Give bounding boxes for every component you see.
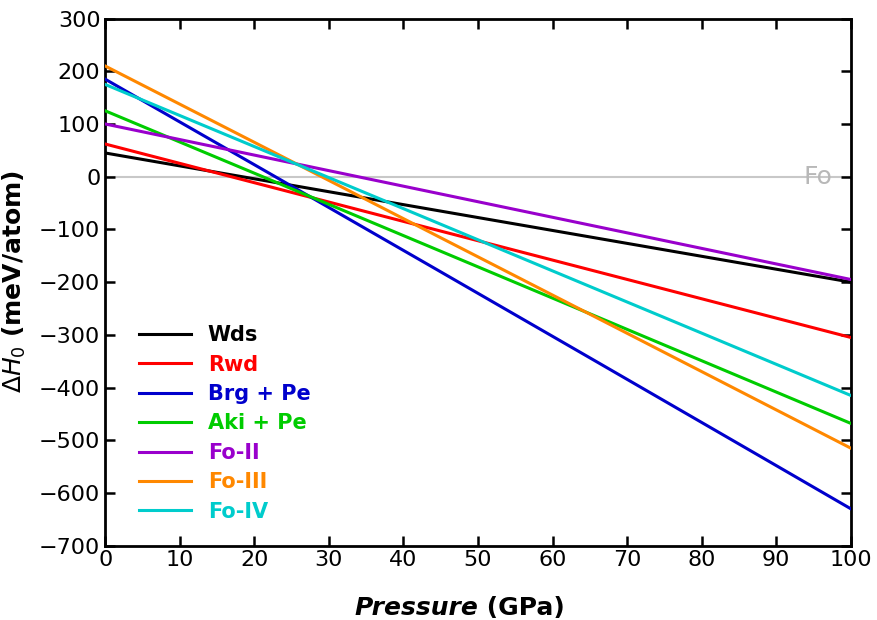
Text: Fo: Fo bbox=[803, 165, 832, 188]
Text: Pressure: Pressure bbox=[354, 596, 478, 619]
Y-axis label: $\Delta H_0$ (meV/atom): $\Delta H_0$ (meV/atom) bbox=[1, 170, 28, 394]
Legend: Wds, Rwd, Brg + Pe, Aki + Pe, Fo-II, Fo-III, Fo-IV: Wds, Rwd, Brg + Pe, Aki + Pe, Fo-II, Fo-… bbox=[131, 317, 318, 530]
Text: (GPa): (GPa) bbox=[478, 596, 565, 619]
